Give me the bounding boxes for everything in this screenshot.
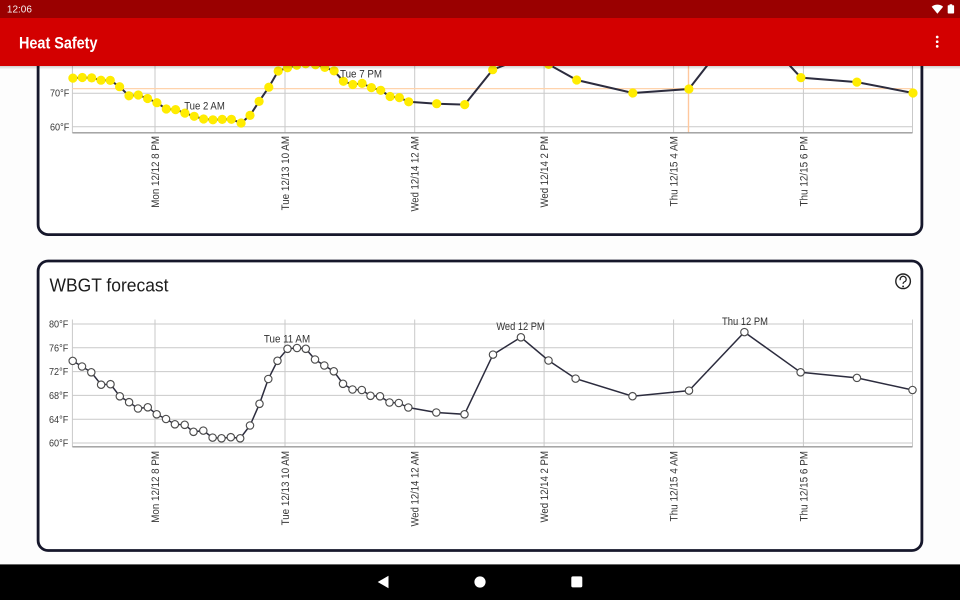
svg-text:Tue 11 AM: Tue 11 AM: [264, 334, 310, 346]
svg-text:Mon 12/12 8 PM: Mon 12/12 8 PM: [150, 136, 162, 208]
svg-text:70°F: 70°F: [50, 89, 69, 100]
svg-text:76°F: 76°F: [49, 343, 68, 354]
svg-text:Mon 12/12 8 PM: Mon 12/12 8 PM: [150, 451, 162, 523]
svg-text:Thu 12/15 4 AM: Thu 12/15 4 AM: [669, 136, 681, 207]
svg-text:Thu 12/15 6 PM: Thu 12/15 6 PM: [798, 136, 810, 207]
svg-text:64°F: 64°F: [49, 415, 68, 426]
svg-text:Thu 12/15 6 PM: Thu 12/15 6 PM: [798, 451, 810, 522]
svg-text:Thu 12/15 4 AM: Thu 12/15 4 AM: [669, 451, 681, 522]
svg-text:Wed 12/14 12 AM: Wed 12/14 12 AM: [410, 136, 422, 212]
svg-text:68°F: 68°F: [49, 391, 68, 402]
svg-text:Tue 2 AM: Tue 2 AM: [184, 100, 225, 112]
svg-text:Tue 7 PM: Tue 7 PM: [340, 69, 382, 81]
svg-text:Wed 12/14 2 PM: Wed 12/14 2 PM: [539, 451, 551, 523]
svg-text:Tue 12/13 10 AM: Tue 12/13 10 AM: [280, 451, 292, 525]
svg-text:Thu 12 PM: Thu 12 PM: [722, 316, 768, 328]
svg-text:12:06: 12:06: [7, 5, 32, 16]
svg-text:60°F: 60°F: [49, 439, 68, 450]
svg-text:60°F: 60°F: [50, 122, 69, 133]
svg-text:Wed 12/14 12 AM: Wed 12/14 12 AM: [410, 451, 422, 527]
svg-text:80°F: 80°F: [49, 320, 68, 331]
svg-text:Wed 12/14 2 PM: Wed 12/14 2 PM: [539, 136, 551, 208]
svg-text:WBGT forecast: WBGT forecast: [50, 275, 169, 295]
svg-text:72°F: 72°F: [49, 367, 68, 378]
svg-text:Tue 12/13 10 AM: Tue 12/13 10 AM: [280, 136, 292, 210]
svg-text:Wed 12 PM: Wed 12 PM: [496, 321, 544, 333]
svg-text:Heat Safety: Heat Safety: [19, 35, 98, 53]
